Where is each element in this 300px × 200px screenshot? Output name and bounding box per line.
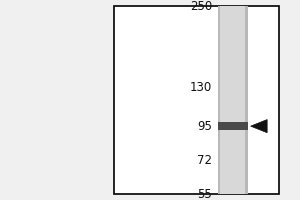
Text: 130: 130 <box>190 81 212 94</box>
Bar <box>218 6 220 194</box>
Bar <box>218 6 248 194</box>
Text: 250: 250 <box>190 0 212 12</box>
Text: 72: 72 <box>197 154 212 167</box>
Text: 95: 95 <box>197 120 212 133</box>
Bar <box>114 6 279 194</box>
Bar <box>245 6 248 194</box>
Text: 55: 55 <box>197 188 212 200</box>
Bar <box>218 122 248 130</box>
Polygon shape <box>251 120 267 133</box>
